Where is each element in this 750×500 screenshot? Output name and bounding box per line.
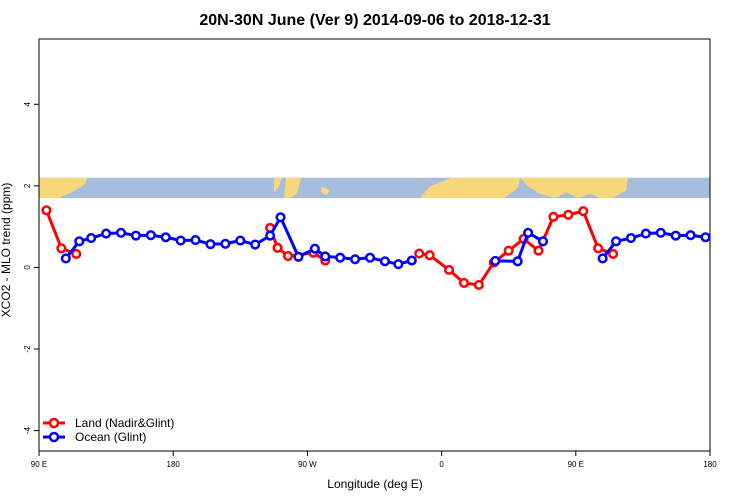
legend-land-marker — [48, 417, 60, 429]
series-ocean-point — [160, 232, 171, 243]
series-ocean-point — [309, 243, 320, 254]
y-axis-label: XCO2 - MLO trend (ppm) — [0, 183, 13, 318]
series-ocean-point — [130, 230, 141, 241]
map-land-shape — [520, 177, 628, 199]
series-land-point — [272, 242, 283, 253]
map-band — [39, 177, 710, 199]
series-ocean-point — [86, 233, 97, 244]
series-ocean-point — [597, 253, 608, 264]
series-land-point — [503, 245, 514, 256]
series-land-point — [424, 250, 435, 261]
series-ocean-point — [335, 252, 346, 263]
series-land-point — [282, 250, 294, 262]
series-land-point — [608, 248, 619, 260]
series-ocean-point — [640, 228, 651, 239]
series-ocean-point — [523, 227, 534, 238]
series-land-point — [563, 209, 574, 220]
series-ocean-point — [379, 256, 390, 267]
x-tick-label: 180 — [703, 460, 717, 469]
series-land-point — [41, 205, 52, 216]
y-tick-label: 4 — [23, 101, 32, 106]
series-ocean-point — [406, 255, 417, 266]
series-ocean-point — [320, 251, 331, 262]
series-layer — [41, 205, 711, 291]
map-land-shape — [420, 177, 520, 199]
series-ocean-point — [393, 259, 404, 270]
series-ocean-point — [145, 230, 156, 241]
x-axis: 90 E 180 90 W 0 90 E 180 — [31, 451, 717, 469]
y-tick-label: -2 — [23, 345, 32, 353]
series-ocean-point — [537, 236, 549, 247]
series-ocean-line — [495, 231, 544, 263]
series-ocean-point — [101, 228, 112, 239]
x-axis-label: Longitude (deg E) — [327, 477, 422, 491]
map-land-shape — [39, 177, 88, 199]
series-land-point — [593, 243, 604, 254]
x-tick-label: 90 W — [298, 460, 317, 469]
series-ocean-point — [235, 235, 246, 246]
series-ocean-point — [190, 235, 201, 246]
series-ocean-point — [611, 236, 622, 247]
series-ocean-point — [293, 251, 304, 262]
series-ocean-point — [670, 230, 681, 241]
y-tick-label: -4 — [23, 427, 32, 435]
series-land-point — [533, 245, 544, 256]
plot-border — [38, 38, 711, 452]
y-tick-label: 2 — [23, 183, 32, 188]
x-tick-label: 90 E — [568, 460, 584, 469]
series-ocean-point — [685, 230, 696, 241]
series-ocean-point — [350, 254, 361, 265]
x-tick-label: 0 — [439, 460, 444, 469]
map-land-shape — [274, 177, 282, 193]
series-land-point — [56, 243, 67, 254]
chart-title: 20N-30N June (Ver 9) 2014-09-06 to 2018-… — [199, 12, 550, 29]
y-axis: -4 -2 0 2 4 — [23, 101, 39, 434]
x-tick-label: 90 E — [31, 460, 47, 469]
series-ocean-point — [115, 227, 127, 238]
series-land-point — [578, 206, 589, 217]
series-ocean — [60, 212, 711, 270]
legend-ocean-marker — [48, 431, 60, 443]
series-land-point — [71, 248, 82, 260]
legend-land-label: Land (Nadir&Glint) — [75, 416, 174, 430]
series-ocean-point — [364, 252, 376, 263]
series-land-point — [473, 279, 484, 291]
series-land — [41, 205, 619, 291]
legend-ocean-label: Ocean (Glint) — [75, 430, 146, 444]
series-land-point — [548, 211, 559, 222]
series-ocean-point — [265, 230, 276, 241]
x-tick-label: 180 — [167, 460, 181, 469]
plot-frame — [38, 38, 711, 452]
series-ocean-point — [275, 212, 286, 223]
series-ocean-point — [205, 239, 216, 250]
series-ocean-point — [625, 233, 637, 244]
series-land-point — [414, 248, 425, 259]
y-tick-label: 0 — [23, 265, 32, 270]
series-ocean-point — [60, 253, 71, 264]
legend: Land (Nadir&Glint) Ocean (Glint) — [43, 416, 174, 444]
series-land-point — [458, 277, 470, 288]
map-land-shape — [284, 177, 301, 199]
series-ocean-point — [655, 227, 666, 238]
series-ocean-point — [74, 236, 85, 247]
map-land-shape — [321, 186, 330, 196]
series-ocean-point — [175, 235, 186, 246]
series-ocean-point — [220, 238, 231, 249]
series-ocean-point — [250, 239, 261, 250]
series-ocean-point — [512, 256, 523, 267]
series-land-point — [444, 264, 455, 275]
series-ocean-point — [700, 232, 711, 243]
series-ocean-point — [490, 255, 501, 266]
